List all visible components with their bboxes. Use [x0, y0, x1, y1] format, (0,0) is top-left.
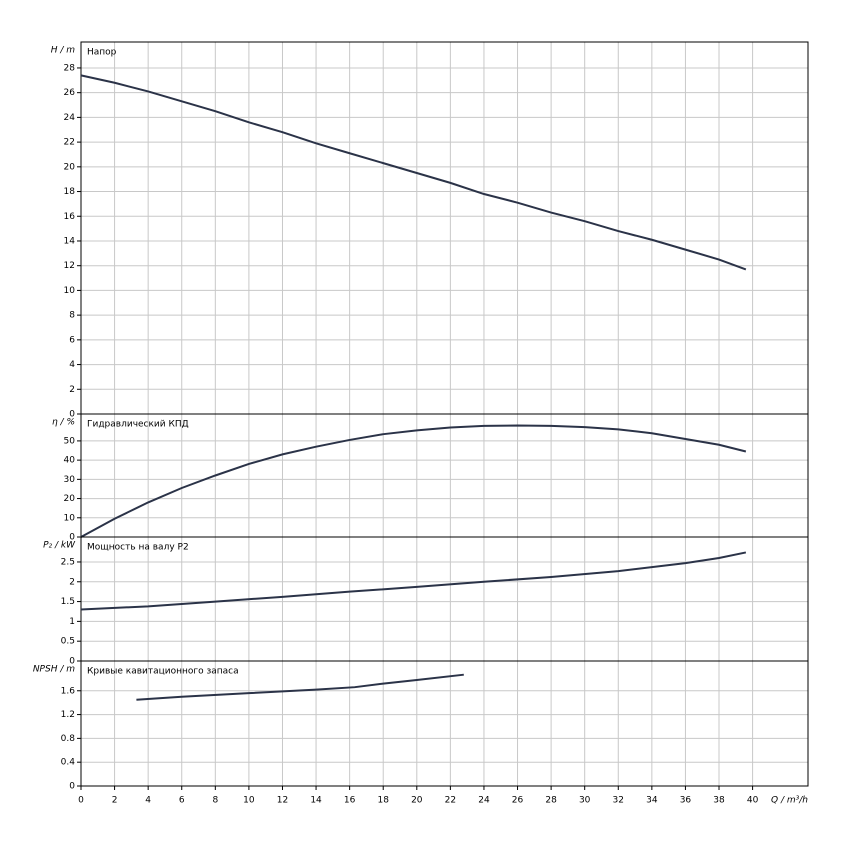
- curve: [80, 74, 747, 271]
- y-tick-label: 1.2: [61, 710, 75, 720]
- curve: [80, 551, 747, 611]
- x-tick-label: 4: [145, 796, 151, 806]
- y-tick-label: 24: [64, 113, 76, 123]
- x-tick-label: 20: [411, 796, 423, 806]
- y-tick-label: 12: [64, 261, 75, 271]
- y-axis-label: H / m: [51, 46, 76, 56]
- x-tick-label: 2: [112, 796, 118, 806]
- y-tick-label: 0.8: [61, 734, 76, 744]
- y-tick-label: 30: [64, 475, 76, 485]
- y-tick-label: 10: [64, 286, 76, 296]
- x-tick-label: 18: [377, 796, 389, 806]
- y-tick-label: 20: [64, 162, 76, 172]
- y-tick-label: 4: [69, 360, 75, 370]
- y-tick-label: 6: [69, 335, 75, 345]
- y-tick-label: 2.5: [61, 557, 75, 567]
- x-tick-label: 8: [212, 796, 218, 806]
- y-tick-label: 0: [69, 782, 75, 792]
- y-tick-label: 1.5: [61, 597, 75, 607]
- x-tick-label: 36: [680, 796, 692, 806]
- x-tick-label: 32: [613, 796, 624, 806]
- y-axis-label: η / %: [52, 418, 75, 428]
- y-tick-label: 1.6: [61, 686, 76, 696]
- x-tick-label: 40: [747, 796, 759, 806]
- y-axis-label: P₂ / kW: [43, 541, 76, 551]
- y-axis-label: NPSH / m: [33, 665, 75, 675]
- y-tick-label: 18: [64, 187, 76, 197]
- x-tick-label: 34: [646, 796, 658, 806]
- plot-frame: [80, 413, 809, 538]
- y-tick-label: 40: [64, 456, 76, 466]
- x-tick-label: 24: [478, 796, 490, 806]
- x-tick-label: 6: [179, 796, 185, 806]
- y-tick-label: 0: [69, 533, 75, 543]
- y-tick-label: 0.4: [61, 758, 76, 768]
- x-tick-label: 10: [243, 796, 255, 806]
- curve: [136, 673, 464, 701]
- panel-title: Мощность на валу P2: [87, 543, 189, 553]
- y-tick-label: 22: [64, 138, 75, 148]
- x-tick-label: 12: [277, 796, 288, 806]
- y-tick-label: 20: [64, 494, 76, 504]
- y-tick-label: 26: [64, 88, 76, 98]
- y-tick-label: 8: [69, 311, 75, 321]
- y-tick-label: 16: [64, 212, 76, 222]
- y-tick-label: 0: [69, 410, 75, 420]
- y-tick-label: 10: [64, 513, 76, 523]
- y-tick-label: 50: [64, 436, 76, 446]
- y-tick-label: 28: [64, 63, 76, 73]
- x-tick-label: 28: [545, 796, 557, 806]
- y-tick-label: 1: [69, 617, 75, 627]
- panel-title: Напор: [87, 48, 117, 58]
- x-tick-label: 16: [344, 796, 356, 806]
- y-tick-label: 2: [69, 577, 75, 587]
- x-tick-label: 22: [445, 796, 456, 806]
- x-axis-label: Q / m³/h: [771, 796, 808, 806]
- y-tick-label: 14: [64, 236, 76, 246]
- x-tick-label: 0: [78, 796, 84, 806]
- panel-title: Гидравлический КПД: [87, 420, 189, 430]
- plot-frame: [80, 536, 809, 662]
- panel-title: Кривые кавитационного запаса: [87, 667, 239, 677]
- x-tick-label: 26: [512, 796, 524, 806]
- x-tick-label: 14: [310, 796, 322, 806]
- x-tick-label: 30: [579, 796, 591, 806]
- plot-frame: [80, 41, 809, 415]
- curve: [80, 424, 747, 538]
- y-tick-label: 2: [69, 385, 75, 395]
- x-tick-label: 38: [713, 796, 725, 806]
- y-tick-label: 0.5: [61, 637, 75, 647]
- y-tick-label: 0: [69, 657, 75, 667]
- plot-frame: [80, 660, 809, 787]
